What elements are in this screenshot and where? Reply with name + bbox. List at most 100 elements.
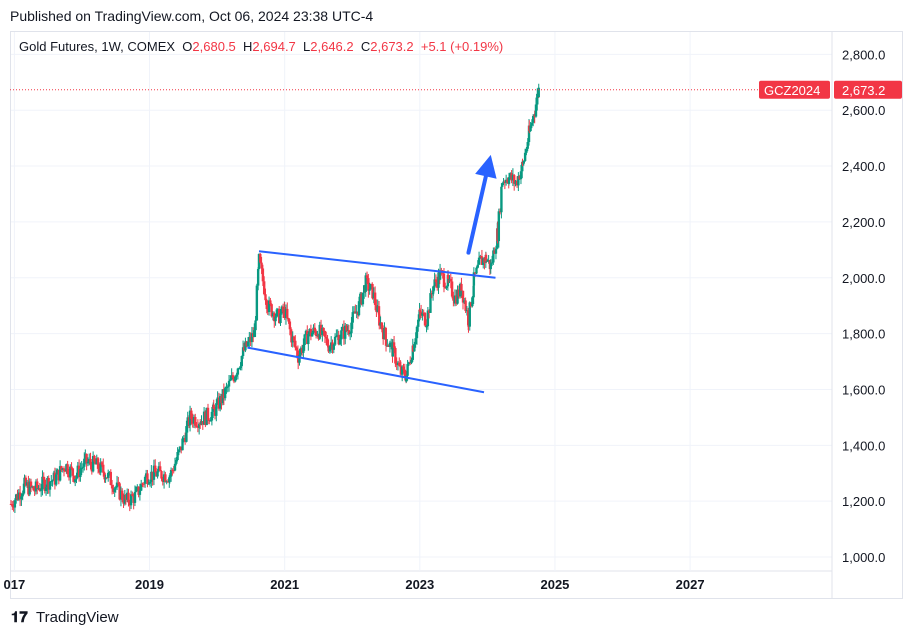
candle-body <box>219 396 222 409</box>
published-caption: Published on TradingView.com, Oct 06, 20… <box>10 8 374 24</box>
candle-body <box>475 267 478 274</box>
candle-body <box>90 464 94 472</box>
y-tick-label: 2,200.0 <box>842 215 885 230</box>
candle-body <box>234 376 237 382</box>
candle-body <box>102 464 105 473</box>
candle-body <box>529 125 532 132</box>
candle-body <box>230 375 233 380</box>
candle-body <box>69 466 72 478</box>
high-label: H <box>243 39 253 54</box>
candle-body <box>284 308 288 319</box>
candle-body <box>317 335 320 339</box>
candle-body <box>342 326 346 339</box>
candle-body <box>457 289 461 297</box>
candle-body <box>318 324 321 339</box>
candle-body <box>20 496 23 500</box>
candle-body <box>434 279 438 283</box>
candle-body <box>136 486 139 490</box>
candle-body <box>22 483 26 494</box>
candle-body <box>273 313 276 322</box>
candle-body <box>300 348 304 353</box>
channel-trendline <box>247 346 485 394</box>
candle-body <box>194 416 197 426</box>
candle-body <box>60 466 63 470</box>
candle-body <box>384 327 387 340</box>
candle-body <box>75 475 78 480</box>
candle-body <box>274 316 277 322</box>
candle-body <box>444 287 447 289</box>
candle-body <box>58 466 62 481</box>
candle-body <box>227 380 231 387</box>
candle-body <box>270 304 273 317</box>
candle-body <box>129 494 133 506</box>
candle-body <box>307 334 310 345</box>
candle-body <box>109 471 112 486</box>
candle-body <box>510 173 513 181</box>
candle-body <box>201 421 205 425</box>
candle-body <box>405 375 408 382</box>
candle-body <box>11 504 14 507</box>
candle-body <box>261 268 265 282</box>
candle-body <box>118 483 121 500</box>
candle-body <box>237 368 241 370</box>
candle-body <box>114 487 117 489</box>
candle-body <box>490 262 494 264</box>
candle-body <box>429 293 432 313</box>
candle-body <box>27 482 30 495</box>
candle-body <box>192 416 196 424</box>
candle-body <box>450 281 454 297</box>
candle-body <box>411 345 414 360</box>
candle-body <box>378 314 381 326</box>
trendlines <box>247 250 496 394</box>
candle-body <box>223 388 227 399</box>
candle-body <box>492 250 495 263</box>
candle-body <box>479 256 482 258</box>
candle-body <box>398 362 401 366</box>
candle-body <box>18 492 22 500</box>
candle-body <box>493 250 496 254</box>
candle-body <box>73 479 77 482</box>
candle-body <box>180 446 183 451</box>
candle-body <box>51 480 54 482</box>
candle-body <box>411 345 415 352</box>
candle-body <box>467 310 470 325</box>
candle-body <box>403 369 406 377</box>
candle-body <box>487 259 490 261</box>
candle-body <box>522 160 526 164</box>
candle-body <box>80 467 83 469</box>
candle-body <box>12 506 15 508</box>
candle-body <box>190 410 193 420</box>
candle-body <box>44 487 48 492</box>
candle-body <box>530 122 534 126</box>
candle-body <box>165 481 168 483</box>
candle-body <box>304 330 308 335</box>
candle-body <box>21 493 24 497</box>
candle-body <box>250 333 254 343</box>
candle-body <box>279 313 282 324</box>
candle-body <box>143 476 147 484</box>
candle-body <box>390 342 393 344</box>
x-tick-label: 2019 <box>135 577 164 592</box>
candle-body <box>158 466 162 472</box>
candle-body <box>77 465 81 478</box>
chart-frame <box>10 31 903 599</box>
candle-body <box>16 494 19 500</box>
candle-body <box>83 458 86 467</box>
candle-body <box>438 270 442 280</box>
candle-body <box>84 453 87 459</box>
candle-body <box>280 306 284 314</box>
candle-body <box>13 500 17 508</box>
candle-body <box>91 456 95 472</box>
candle-body <box>202 411 206 425</box>
symbol-tag-label: GCZ2024 <box>764 83 820 98</box>
candle-body <box>105 477 109 479</box>
candle-body <box>47 477 50 490</box>
candle-body <box>32 486 35 491</box>
candle-body <box>56 469 59 475</box>
candle-body <box>66 464 69 475</box>
candle-body <box>425 326 428 328</box>
candle-body <box>157 466 161 472</box>
candle-body <box>256 268 260 286</box>
candle-body <box>298 354 301 363</box>
